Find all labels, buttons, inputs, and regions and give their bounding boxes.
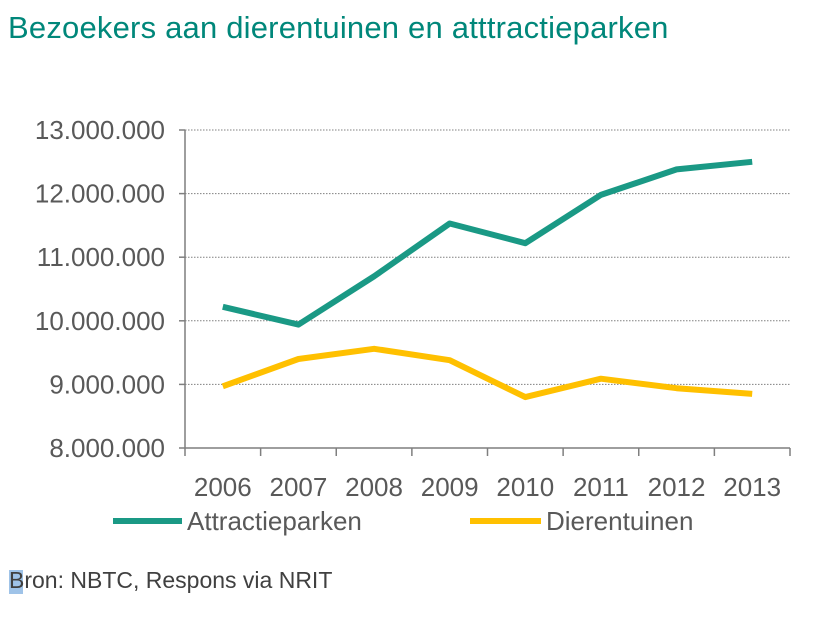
legend-label-dierentuinen: Dierentuinen: [546, 506, 693, 536]
x-tick-label: 2013: [723, 472, 781, 502]
legend-label-attractieparken: Attractieparken: [187, 506, 362, 536]
y-tick-label: 13.000.000: [35, 115, 165, 145]
chart-title: Bezoekers aan dierentuinen en atttractie…: [8, 10, 669, 45]
y-tick-label: 10.000.000: [35, 306, 165, 336]
line-chart: 8.000.000 9.000.000 10.000.000 11.000.000 12…: [35, 115, 791, 536]
y-tick-label: 11.000.000: [37, 242, 165, 272]
series-line-attractieparken: [222, 158, 753, 328]
x-tick-label: 2012: [648, 472, 706, 502]
y-tick-label: 12.000.000: [35, 179, 165, 209]
y-tick-label: 8.000.000: [49, 433, 165, 463]
series-line-dierentuinen: [221, 345, 753, 401]
selection-marker: [9, 570, 23, 594]
x-tick-label: 2010: [496, 472, 554, 502]
x-tick-label: 2009: [421, 472, 479, 502]
y-tick-label: 9.000.000: [49, 369, 165, 399]
x-tick-label: 2006: [194, 472, 252, 502]
source-note: Bron: NBTC, Respons via NRIT: [9, 567, 333, 593]
x-tick-label: 2008: [345, 472, 403, 502]
x-tick-label: 2011: [573, 472, 629, 502]
x-tick-label: 2007: [270, 472, 328, 502]
